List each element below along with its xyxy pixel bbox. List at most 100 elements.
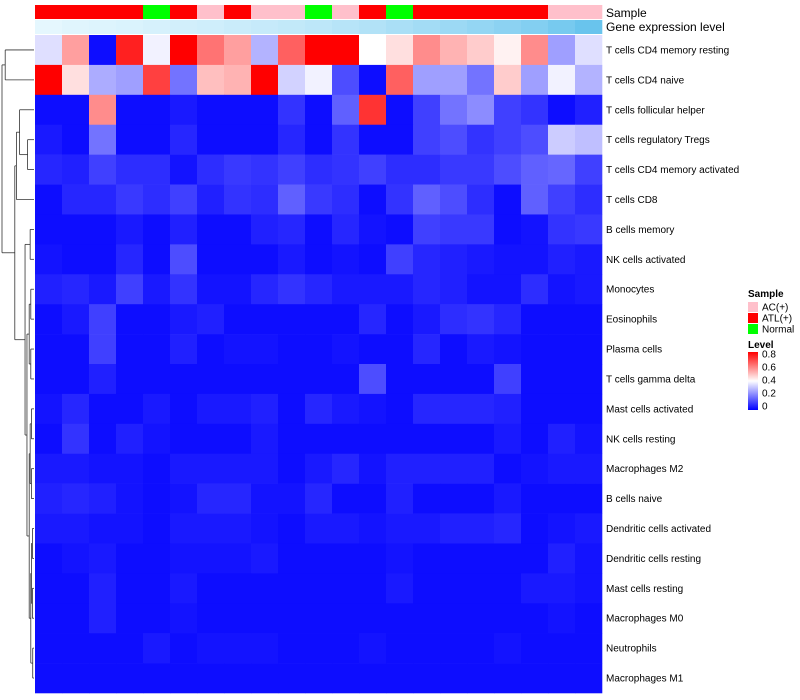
heatmap-cell <box>224 64 252 96</box>
heatmap-cell <box>467 214 495 245</box>
heatmap-cell <box>116 573 144 604</box>
heatmap-cell <box>332 124 360 155</box>
heatmap-cell <box>521 543 549 574</box>
heatmap-cell <box>278 543 306 574</box>
heatmap-cell <box>89 184 117 215</box>
heatmap-cell <box>359 214 387 245</box>
sample-legend-label: AC(+) <box>762 303 788 314</box>
heatmap-cell <box>197 393 225 425</box>
heatmap-cell <box>197 633 225 664</box>
row-label: Dendritic cells resting <box>606 554 701 565</box>
sample-annotation-cell <box>548 5 576 19</box>
heatmap-cell <box>278 124 306 155</box>
heatmap-cell <box>305 334 333 365</box>
heatmap-cell <box>413 334 441 365</box>
heatmap-cell <box>251 453 279 484</box>
heatmap-cell <box>197 35 225 66</box>
heatmap-cell <box>440 663 468 694</box>
heatmap-cell <box>170 633 198 664</box>
heatmap-cell <box>143 244 171 275</box>
heatmap-cell <box>251 603 279 634</box>
row-label: T cells CD4 memory resting <box>606 45 729 56</box>
heatmap-cell <box>332 573 360 604</box>
heatmap-cell <box>143 573 171 604</box>
heatmap-cell <box>440 364 468 395</box>
heatmap-cell <box>35 274 63 305</box>
sample-legend-title: Sample <box>748 289 784 300</box>
heatmap-cell <box>251 244 279 275</box>
row-label: T cells follicular helper <box>606 105 705 116</box>
heatmap-cell <box>170 483 198 514</box>
heatmap-cell <box>413 453 441 484</box>
heatmap-cell <box>89 334 117 365</box>
heatmap-cell <box>197 453 225 484</box>
heatmap-cell <box>548 663 576 694</box>
heatmap-cell <box>251 543 279 574</box>
sample-annotation-cell <box>89 5 117 19</box>
row-label: B cells memory <box>606 225 674 236</box>
heatmap-cell <box>89 64 117 96</box>
heatmap-cell <box>197 64 225 96</box>
heatmap-cell <box>35 663 63 694</box>
heatmap-cell <box>440 603 468 634</box>
heatmap-cell <box>170 214 198 245</box>
annotation-bars <box>35 5 603 34</box>
heatmap-cell <box>143 154 171 185</box>
sample-annotation-cell <box>332 5 360 19</box>
heatmap-cell <box>494 364 522 395</box>
heatmap-cell <box>332 94 360 126</box>
heatmap-cell <box>548 184 576 215</box>
heatmap-cell <box>467 633 495 664</box>
heatmap-cell <box>548 483 576 514</box>
heatmap-cell <box>251 663 279 694</box>
heatmap-cell <box>305 184 333 215</box>
heatmap-cell <box>440 184 468 215</box>
heatmap-cell <box>89 393 117 425</box>
heatmap-cell <box>224 423 252 455</box>
heatmap-cell <box>467 35 495 66</box>
heatmap-cell <box>170 573 198 604</box>
expression-annotation-cell <box>548 20 576 34</box>
heatmap-cell <box>89 35 117 66</box>
sample-annotation-cell <box>494 5 522 19</box>
heatmap-cell <box>386 573 414 604</box>
heatmap-cell <box>116 274 144 305</box>
heatmap-cell <box>305 573 333 604</box>
heatmap-cell <box>386 513 414 544</box>
heatmap-cell <box>440 304 468 335</box>
sample-annotation-cell <box>62 5 90 19</box>
heatmap-cell <box>440 453 468 484</box>
heatmap-cell <box>386 184 414 215</box>
heatmap-cell <box>494 633 522 664</box>
heatmap-cell <box>224 663 252 694</box>
heatmap-cell <box>62 543 90 574</box>
heatmap-cell <box>224 633 252 664</box>
heatmap-cell <box>332 64 360 96</box>
heatmap-cell <box>413 364 441 395</box>
heatmap-cell <box>494 124 522 155</box>
heatmap-cell <box>521 364 549 395</box>
sample-annotation-cell <box>413 5 441 19</box>
heatmap-cell <box>332 393 360 425</box>
row-label: B cells naive <box>606 494 663 505</box>
heatmap-cell <box>170 274 198 305</box>
heatmap-cell <box>278 663 306 694</box>
heatmap-cell <box>305 364 333 395</box>
heatmap-cell <box>251 64 279 96</box>
heatmap-cell <box>494 663 522 694</box>
row-label: NK cells activated <box>606 255 685 266</box>
heatmap-cell <box>575 35 603 66</box>
heatmap-cell <box>251 35 279 66</box>
heatmap-cell <box>332 184 360 215</box>
heatmap-cell <box>224 334 252 365</box>
heatmap-cell <box>494 274 522 305</box>
heatmap-cell <box>413 35 441 66</box>
heatmap-cell <box>116 423 144 455</box>
heatmap-cell <box>278 184 306 215</box>
heatmap-cell <box>359 244 387 275</box>
heatmap-cell <box>386 274 414 305</box>
heatmap-cell <box>170 603 198 634</box>
heatmap-cell <box>521 393 549 425</box>
heatmap-cell <box>521 334 549 365</box>
